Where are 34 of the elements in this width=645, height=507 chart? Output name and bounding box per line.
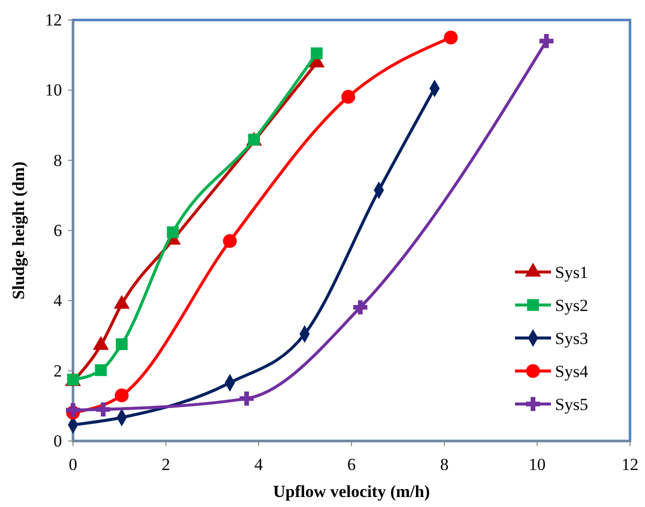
y-tick-label: 10	[45, 80, 62, 100]
point	[444, 30, 458, 44]
point	[66, 403, 80, 418]
legend-label: Sys4	[555, 362, 589, 381]
y-tick-label: 12	[45, 10, 62, 30]
x-tick-label: 10	[528, 455, 546, 474]
y-tick-label: 8	[54, 150, 62, 170]
point	[341, 90, 356, 104]
point	[353, 300, 368, 314]
point	[94, 364, 107, 376]
y-tick-label: 4	[54, 291, 62, 310]
x-tick-label: 12	[622, 455, 638, 474]
y-tick-label: 0	[54, 431, 62, 450]
point	[222, 234, 237, 248]
legend-label: Sys2	[555, 296, 588, 315]
y-tick-label: 2	[54, 361, 62, 380]
x-tick-label: 0	[68, 455, 78, 474]
x-tick-label: 6	[347, 455, 356, 474]
x-tick-label: 2	[162, 455, 170, 474]
x-axis-title: Upflow velocity (m/h)	[273, 482, 430, 501]
point	[166, 226, 179, 238]
point	[116, 338, 128, 350]
y-axis-title: Sludge height (dm)	[9, 162, 28, 300]
legend-label: Sys5	[555, 395, 588, 414]
point	[96, 402, 110, 416]
legend-label: Sys1	[555, 263, 588, 282]
y-tick-label: 6	[54, 220, 62, 240]
point	[240, 392, 254, 406]
point	[114, 388, 129, 402]
x-tick-label: 8	[440, 455, 449, 474]
point	[310, 47, 323, 60]
x-tick-label: 4	[254, 455, 264, 474]
point	[539, 34, 554, 48]
legend-label: Sys3	[555, 329, 588, 348]
